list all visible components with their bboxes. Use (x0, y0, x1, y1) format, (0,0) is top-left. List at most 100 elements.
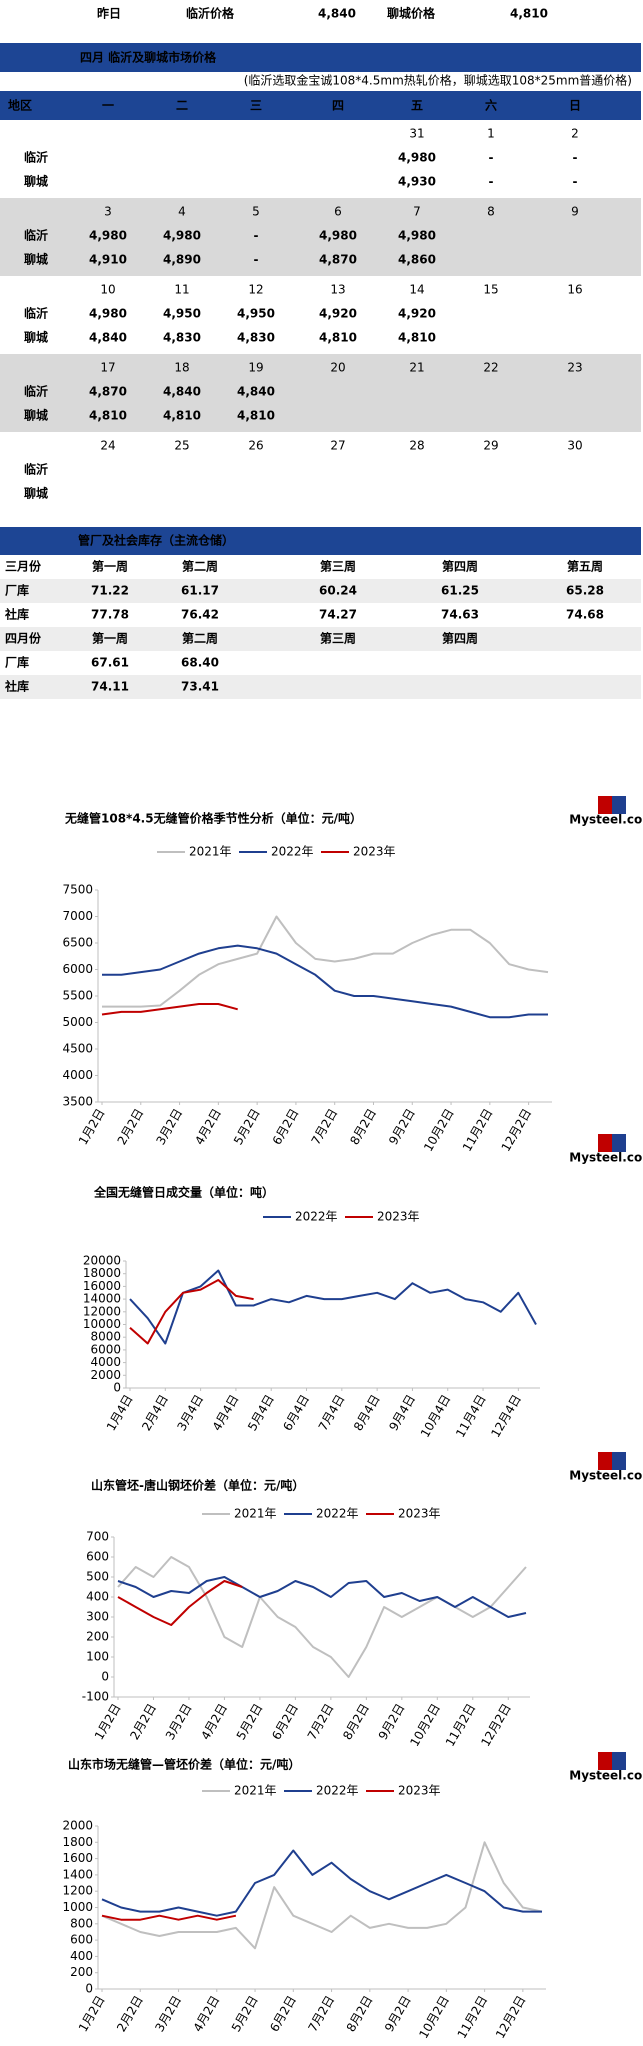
x-tick-label: 5月2日 (234, 1701, 266, 1742)
x-tick-label: 11月2日 (460, 1106, 496, 1154)
section-title: 四月 临沂及聊城市场价格 (80, 50, 217, 65)
y-tick-label: -100 (82, 1690, 109, 1704)
x-tick-label: 12月2日 (493, 1993, 529, 2041)
legend-label: 2021年 (189, 845, 232, 859)
price: 4,980 (163, 229, 201, 243)
row-label: 四月份 (5, 631, 42, 646)
day-number: 18 (174, 361, 189, 375)
price: 4,890 (163, 253, 201, 267)
price: 4,950 (237, 307, 275, 321)
y-tick-label: 6000 (90, 1342, 121, 1356)
x-tick-label: 12月2日 (499, 1106, 535, 1154)
price: 4,860 (398, 253, 436, 267)
price: 4,870 (89, 385, 127, 399)
y-tick-label: 700 (86, 1530, 109, 1544)
inventory-cell: 74.68 (566, 608, 604, 622)
calendar-header: 三 (250, 99, 262, 113)
x-tick-label: 5月2日 (231, 1106, 263, 1147)
day-number: 8 (487, 205, 495, 219)
city-label: 聊城 (24, 330, 48, 345)
day-number: 10 (100, 283, 115, 297)
series-line (117, 1576, 527, 1618)
summary-text: 临沂价格 (186, 6, 235, 21)
x-tick-label: 3月2日 (163, 1701, 195, 1742)
inventory-cell: 第三周 (320, 631, 356, 646)
x-tick-label: 2月2日 (115, 1106, 147, 1147)
calendar-header: 一 (102, 99, 114, 113)
day-number: 16 (567, 283, 582, 297)
legend-label: 2023年 (398, 1507, 441, 1521)
price: - (573, 175, 578, 189)
price: 4,810 (237, 409, 275, 423)
x-tick-label: 9月2日 (386, 1106, 418, 1147)
summary-text: 4,840 (318, 7, 356, 21)
x-tick-label: 10月2日 (407, 1701, 443, 1749)
y-tick-label: 14000 (83, 1292, 121, 1306)
y-tick-label: 1600 (62, 1851, 93, 1865)
day-number: 26 (248, 439, 263, 453)
y-tick-label: 600 (70, 1933, 93, 1947)
x-tick-label: 6月2日 (267, 1993, 299, 2034)
row-shade (0, 675, 641, 699)
city-label: 临沂 (24, 384, 48, 399)
y-tick-label: 1400 (62, 1867, 93, 1881)
y-tick-label: 7500 (62, 883, 93, 897)
x-tick-label: 2月2日 (127, 1701, 159, 1742)
x-tick-label: 8月4日 (351, 1392, 383, 1433)
series-line (101, 1003, 238, 1016)
series-line (117, 1556, 527, 1678)
calendar-header: 日 (569, 99, 581, 113)
logo-text: Mysteel.com (569, 1469, 643, 1483)
inventory-cell: 68.40 (181, 656, 219, 670)
city-label: 临沂 (24, 150, 48, 165)
price: 4,980 (319, 229, 357, 243)
legend-label: 2021年 (234, 1784, 277, 1798)
day-number: 5 (252, 205, 260, 219)
inventory-cell: 第四周 (442, 631, 478, 646)
x-tick-label: 8月2日 (347, 1106, 379, 1147)
inventory-cell: 61.25 (441, 584, 479, 598)
price: 4,950 (163, 307, 201, 321)
day-number: 23 (567, 361, 582, 375)
y-tick-label: 2000 (90, 1368, 121, 1382)
day-number: 11 (174, 283, 189, 297)
price: 4,980 (398, 151, 436, 165)
x-tick-label: 1月2日 (92, 1701, 124, 1742)
y-tick-label: 1800 (62, 1835, 93, 1849)
summary-text: 昨日 (97, 6, 121, 21)
inventory-cell: 65.28 (566, 584, 604, 598)
y-tick-label: 0 (113, 1381, 121, 1395)
y-tick-label: 800 (70, 1916, 93, 1930)
city-label: 聊城 (24, 408, 48, 423)
note: (临沂选取金宝诚108*4.5mm热轧价格，聊城选取108*25mm普通价格) (244, 73, 632, 88)
x-tick-label: 7月2日 (309, 1106, 341, 1147)
price: 4,920 (319, 307, 357, 321)
price: 4,920 (398, 307, 436, 321)
inventory-cell: 76.42 (181, 608, 219, 622)
day-number: 24 (100, 439, 115, 453)
y-tick-label: 7000 (62, 909, 93, 923)
price: - (573, 151, 578, 165)
city-label: 聊城 (24, 174, 48, 189)
x-tick-label: 9月2日 (376, 1701, 408, 1742)
day-number: 4 (178, 205, 186, 219)
y-tick-label: 500 (86, 1570, 109, 1584)
calendar-header-bar (0, 91, 641, 120)
logo-text: Mysteel.com (569, 813, 643, 827)
x-tick-label: 11月2日 (443, 1701, 479, 1749)
inventory-cell: 第三周 (320, 559, 356, 574)
row-label: 厂库 (5, 655, 29, 670)
price: - (489, 175, 494, 189)
legend-label: 2023年 (353, 845, 396, 859)
x-tick-label: 1月2日 (76, 1993, 108, 2034)
section-header-bar (0, 527, 641, 555)
inventory-cell: 73.41 (181, 680, 219, 694)
price: 4,840 (163, 385, 201, 399)
legend-label: 2022年 (316, 1784, 359, 1798)
week-shade (0, 198, 641, 276)
price: 4,980 (89, 307, 127, 321)
day-number: 7 (413, 205, 421, 219)
row-label: 社库 (4, 607, 29, 622)
